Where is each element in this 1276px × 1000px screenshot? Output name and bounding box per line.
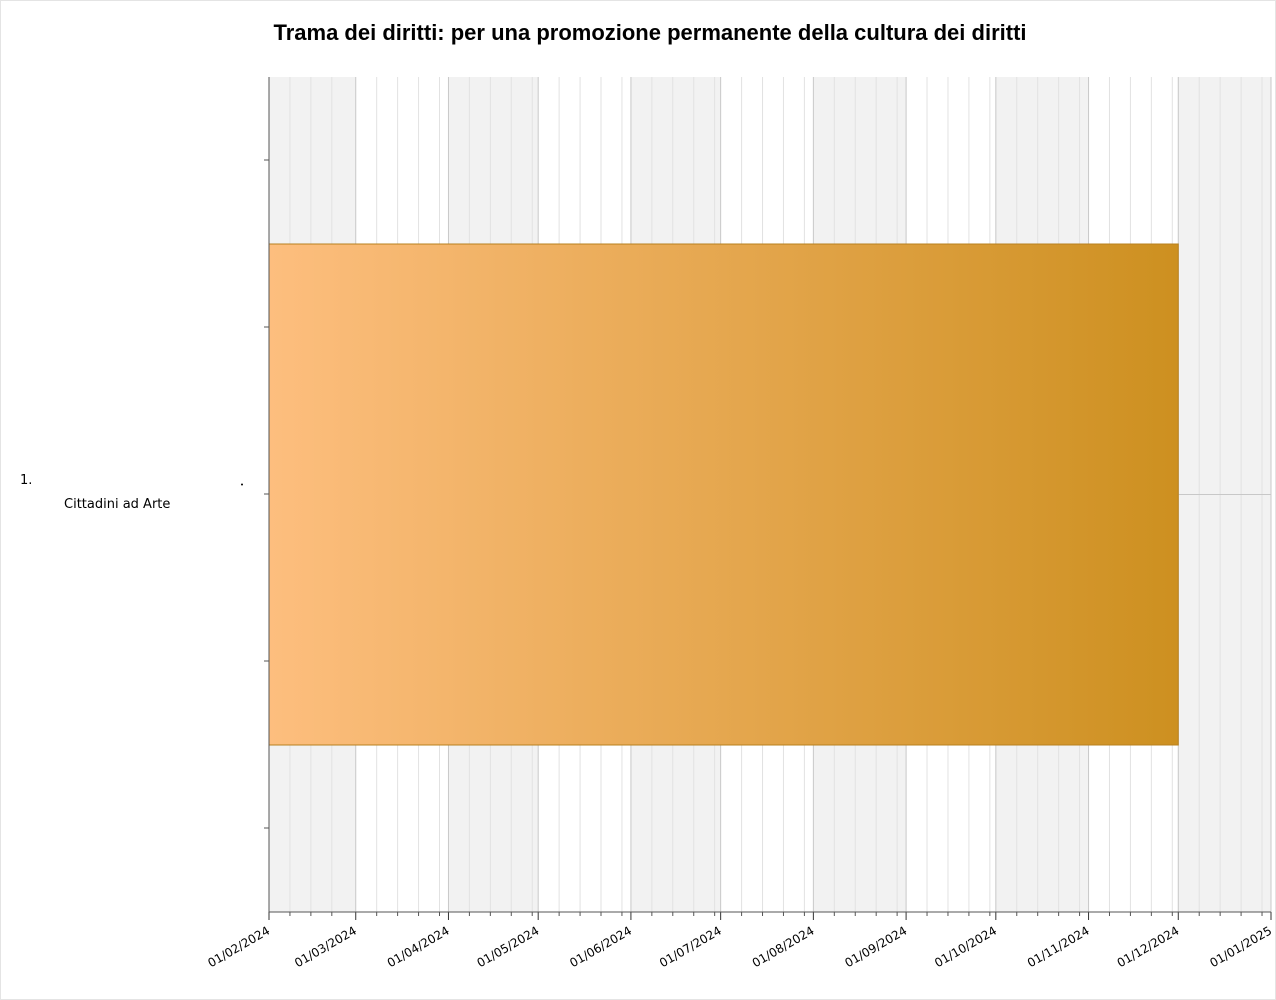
x-tick-label: 01/06/2024 <box>567 924 634 971</box>
task-name: Cittadini ad Arte <box>64 497 170 512</box>
x-tick-label: 01/12/2024 <box>1115 924 1182 971</box>
x-tick-label: 01/03/2024 <box>292 924 359 971</box>
x-tick-label: 01/11/2024 <box>1025 924 1092 971</box>
x-tick-label: 01/02/2024 <box>205 924 272 971</box>
task-number: 1. <box>20 473 32 488</box>
task-dot <box>241 483 243 486</box>
chart-title: Trama dei diritti: per una promozione pe… <box>273 20 1026 45</box>
task-bar <box>268 243 1179 746</box>
x-tick-label: 01/07/2024 <box>657 924 724 971</box>
x-tick-label: 01/01/2025 <box>1207 924 1274 971</box>
x-tick-label: 01/04/2024 <box>385 924 452 971</box>
x-tick-label: 01/09/2024 <box>842 924 909 971</box>
x-tick-label: 01/08/2024 <box>750 924 817 971</box>
x-tick-label: 01/05/2024 <box>475 924 542 971</box>
x-tick-label: 01/10/2024 <box>932 924 999 971</box>
